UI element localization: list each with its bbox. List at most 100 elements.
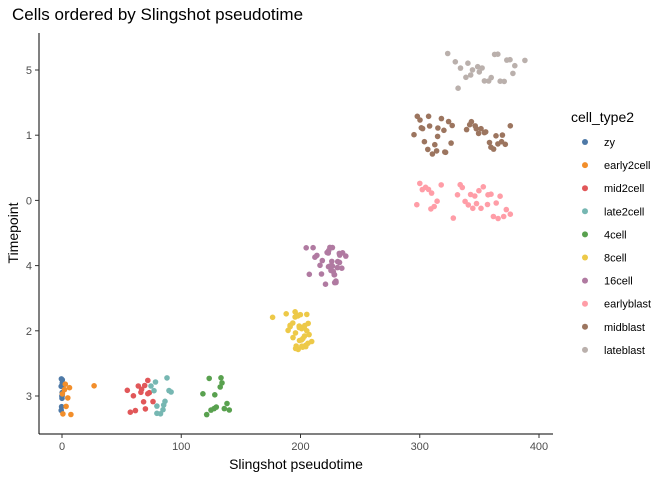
data-point — [283, 311, 290, 317]
data-point — [465, 60, 471, 66]
data-point — [434, 133, 441, 140]
data-point — [507, 211, 514, 217]
data-point — [310, 244, 316, 251]
data-point — [493, 200, 500, 206]
data-point — [454, 192, 461, 198]
data-point — [292, 330, 299, 336]
data-point — [478, 125, 484, 132]
data-point — [467, 72, 474, 78]
plot-area — [58, 50, 528, 418]
legend-label: zy — [604, 137, 616, 149]
legend-key — [582, 162, 588, 169]
data-point — [476, 69, 483, 75]
data-point — [472, 193, 478, 199]
legend-item-16cell: 16cell — [582, 276, 633, 288]
data-point — [200, 391, 206, 397]
data-point — [500, 213, 507, 220]
data-point — [145, 390, 151, 397]
series-mid2cell — [124, 377, 156, 416]
data-point — [431, 203, 438, 210]
series-16cell — [303, 244, 349, 288]
y-tick-label: 3 — [26, 391, 32, 403]
data-point — [479, 65, 485, 71]
data-point — [154, 410, 160, 417]
data-point — [329, 244, 336, 251]
legend-item-midblast: midblast — [582, 322, 645, 334]
x-tick-label: 300 — [411, 441, 429, 453]
data-point — [138, 386, 145, 393]
data-point — [490, 213, 497, 220]
data-point — [441, 127, 447, 134]
data-point — [435, 125, 441, 131]
data-point — [61, 386, 68, 393]
data-point — [444, 50, 451, 57]
legend-item-4cell: 4cell — [582, 229, 627, 241]
series-8cell — [269, 309, 315, 353]
data-point — [504, 57, 510, 63]
legend-key — [582, 323, 588, 330]
data-point — [151, 387, 157, 394]
data-point — [339, 265, 345, 272]
data-point — [490, 146, 497, 152]
data-point — [425, 113, 432, 120]
data-point — [328, 267, 334, 274]
data-point — [510, 70, 516, 77]
chart-title: Cells ordered by Slingshot pseudotime — [12, 5, 303, 24]
data-point — [303, 245, 310, 251]
data-point — [211, 405, 217, 412]
data-point — [298, 325, 305, 332]
data-point — [333, 279, 339, 286]
data-point — [414, 201, 420, 208]
data-point — [503, 206, 510, 213]
data-point — [450, 215, 457, 221]
legend-key — [582, 254, 588, 261]
data-point — [130, 393, 137, 399]
data-point — [481, 78, 488, 84]
data-point — [445, 118, 452, 125]
data-point — [203, 411, 210, 418]
data-point — [212, 392, 218, 398]
data-point — [448, 140, 454, 146]
legend-label: late2cell — [604, 206, 644, 218]
y-tick-label: 2 — [26, 326, 32, 338]
y-axis-title: Timepoint — [5, 202, 21, 263]
data-point — [336, 259, 343, 266]
data-point — [336, 252, 343, 258]
data-point — [512, 62, 518, 69]
legend-item-lateblast: lateblast — [582, 345, 645, 357]
legend-label: 8cell — [604, 253, 627, 265]
legend-item-earlyblast: earlyblast — [582, 299, 651, 311]
series-late2cell — [148, 375, 174, 417]
data-point — [152, 379, 159, 385]
legend-key — [582, 208, 588, 215]
legend-item-mid2cell: mid2cell — [582, 183, 644, 195]
data-point — [219, 380, 225, 386]
legend-label: earlyblast — [604, 299, 651, 311]
data-point — [493, 133, 499, 139]
data-point — [334, 264, 341, 271]
data-point — [62, 381, 69, 388]
legend-label: mid2cell — [604, 183, 644, 195]
data-point — [466, 121, 473, 128]
data-point — [304, 328, 310, 334]
data-point — [132, 407, 139, 414]
data-point — [58, 403, 65, 410]
y-axis-ticks: 3 2 4 0 1 5 — [26, 65, 39, 403]
data-point — [127, 409, 134, 416]
data-point — [148, 383, 154, 389]
data-point — [150, 398, 156, 405]
y-tick-label: 4 — [26, 261, 32, 273]
data-point — [438, 115, 445, 122]
data-point — [425, 146, 431, 153]
series-4cell — [200, 375, 233, 418]
data-point — [502, 141, 509, 148]
series-earlyblast — [414, 180, 514, 222]
data-point — [327, 263, 333, 269]
data-point — [485, 192, 491, 198]
data-point — [224, 400, 230, 407]
data-point — [269, 314, 276, 321]
data-point — [457, 181, 464, 188]
data-point — [142, 406, 149, 412]
data-point — [495, 141, 501, 147]
data-point — [304, 311, 310, 318]
